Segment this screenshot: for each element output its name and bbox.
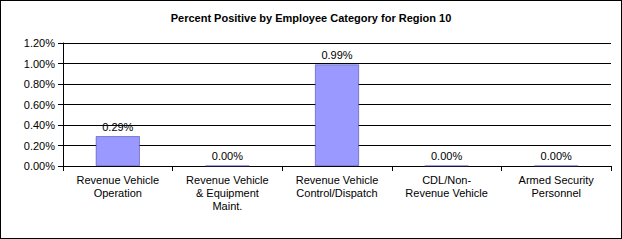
svg-text:Maint.: Maint.	[212, 200, 242, 212]
svg-text:0.80%: 0.80%	[24, 78, 55, 90]
svg-text:1.00%: 1.00%	[24, 58, 55, 70]
svg-text:0.99%: 0.99%	[321, 49, 352, 61]
svg-text:0.20%: 0.20%	[24, 140, 55, 152]
svg-text:0.00%: 0.00%	[541, 150, 572, 162]
svg-text:0.60%: 0.60%	[24, 99, 55, 111]
svg-text:0.00%: 0.00%	[24, 160, 55, 172]
svg-text:CDL/Non-: CDL/Non-	[422, 174, 471, 186]
svg-text:0.29%: 0.29%	[102, 121, 133, 133]
svg-text:Control/Dispatch: Control/Dispatch	[296, 187, 377, 199]
svg-text:Operation: Operation	[94, 187, 142, 199]
svg-text:1.20%: 1.20%	[24, 37, 55, 49]
svg-text:Personnel: Personnel	[531, 187, 581, 199]
svg-text:0.40%: 0.40%	[24, 119, 55, 131]
svg-text:Percent Positive by Employee C: Percent Positive by Employee Category fo…	[171, 12, 452, 24]
svg-text:Revenue Vehicle: Revenue Vehicle	[405, 187, 488, 199]
svg-text:& Equipment: & Equipment	[196, 187, 259, 199]
svg-text:Revenue Vehicle: Revenue Vehicle	[77, 174, 160, 186]
svg-text:Armed Security: Armed Security	[519, 174, 595, 186]
svg-text:Revenue Vehicle: Revenue Vehicle	[186, 174, 269, 186]
svg-text:0.00%: 0.00%	[431, 150, 462, 162]
svg-text:0.00%: 0.00%	[212, 150, 243, 162]
svg-text:Revenue Vehicle: Revenue Vehicle	[296, 174, 379, 186]
